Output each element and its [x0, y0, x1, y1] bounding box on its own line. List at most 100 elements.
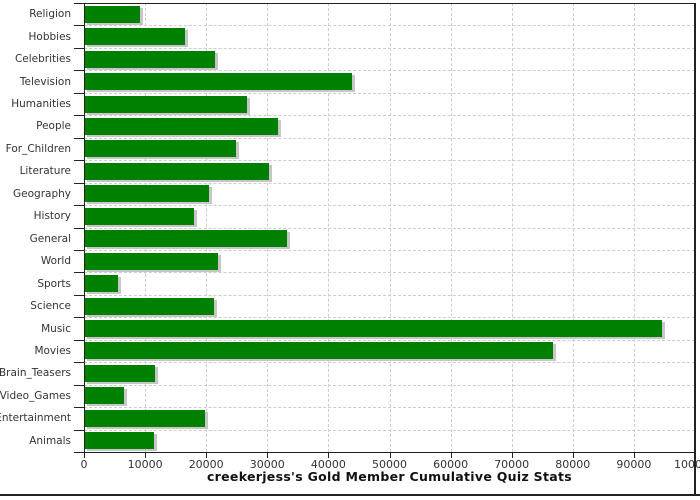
- bar-world: [84, 252, 219, 270]
- x-tick-label-50000: 50000: [372, 458, 407, 471]
- gridline-horizontal: [84, 362, 695, 364]
- bar-sports: [84, 275, 119, 293]
- x-tick-label-70000: 70000: [494, 458, 530, 471]
- x-axis-tick: [572, 452, 574, 458]
- bar-television: [84, 73, 352, 91]
- gridline-horizontal: [84, 272, 695, 274]
- gridline-horizontal: [84, 25, 695, 27]
- x-axis-tick: [633, 452, 635, 458]
- gridline-horizontal: [84, 115, 695, 117]
- x-tick-label-30000: 30000: [249, 458, 285, 471]
- y-axis-tick: [74, 272, 84, 274]
- bar-celebrities: [84, 50, 216, 68]
- y-axis-tick: [74, 205, 84, 207]
- category-label-geography: Geography: [13, 187, 71, 200]
- bar-geography: [84, 185, 210, 203]
- y-axis-line: [84, 3, 85, 452]
- y-axis-tick: [74, 249, 84, 251]
- category-label-television: Television: [19, 75, 71, 88]
- x-axis-tick: [695, 452, 696, 458]
- gridline-horizontal: [84, 182, 695, 184]
- gridline-horizontal: [84, 70, 695, 72]
- x-axis-tick: [511, 452, 513, 458]
- x-tick-label-80000: 80000: [555, 458, 591, 471]
- frame-right-border: [694, 3, 696, 496]
- bar-hobbies: [84, 28, 186, 46]
- bar-general: [84, 230, 287, 248]
- bar-video-games: [84, 387, 124, 405]
- gridline-horizontal: [84, 429, 695, 431]
- category-label-people: People: [36, 120, 71, 133]
- y-axis-tick: [74, 452, 84, 453]
- x-tick-label-60000: 60000: [433, 458, 469, 471]
- y-axis-tick: [74, 317, 84, 319]
- gridline-horizontal: [84, 92, 695, 94]
- y-axis-tick: [74, 339, 84, 341]
- x-axis-tick: [389, 452, 391, 458]
- y-axis-tick: [74, 137, 84, 139]
- gridline-horizontal: [84, 339, 695, 341]
- category-label-animals: Animals: [29, 434, 71, 447]
- bar-humanities: [84, 95, 248, 113]
- gridline-horizontal: [84, 407, 695, 409]
- category-label-humanities: Humanities: [11, 98, 71, 111]
- y-axis-tick: [74, 160, 84, 162]
- category-label-world: World: [40, 255, 71, 268]
- y-axis-tick: [74, 362, 84, 364]
- category-label-religion: Religion: [29, 8, 71, 21]
- category-label-brain-teasers: Brain_Teasers: [0, 367, 71, 380]
- bar-science: [84, 297, 215, 315]
- y-axis-tick: [74, 70, 84, 72]
- frame-bottom-border: [0, 494, 700, 496]
- y-axis-tick: [74, 92, 84, 94]
- chart-title: creekerjess's Gold Member Cumulative Qui…: [206, 469, 573, 484]
- bar-literature: [84, 162, 270, 180]
- category-label-music: Music: [41, 322, 71, 335]
- x-axis-line: [84, 452, 696, 453]
- category-label-movies: Movies: [34, 344, 71, 357]
- y-axis-tick: [74, 429, 84, 431]
- bar-people: [84, 117, 279, 135]
- x-axis-tick: [267, 452, 269, 458]
- bar-music: [84, 320, 662, 338]
- gridline-horizontal: [84, 205, 695, 207]
- y-axis-tick: [74, 25, 84, 27]
- y-axis-tick: [74, 407, 84, 409]
- category-label-history: History: [33, 210, 71, 223]
- category-label-literature: Literature: [19, 165, 71, 178]
- x-tick-label-10000: 10000: [127, 458, 163, 471]
- x-tick-label-90000: 90000: [616, 458, 652, 471]
- category-label-hobbies: Hobbies: [28, 30, 72, 43]
- bar-history: [84, 207, 194, 225]
- x-axis-tick: [145, 452, 147, 458]
- plot-top-border: [84, 3, 696, 4]
- bar-animals: [84, 432, 155, 450]
- bar-movies: [84, 342, 554, 360]
- y-axis-tick: [74, 3, 84, 4]
- category-label-video-games: Video_Games: [0, 389, 71, 402]
- gridline-horizontal: [84, 249, 695, 251]
- gridline-horizontal: [84, 160, 695, 162]
- category-label-general: General: [29, 232, 71, 245]
- x-tick-label-20000: 20000: [188, 458, 224, 471]
- x-axis-tick: [328, 452, 330, 458]
- x-axis-tick: [450, 452, 452, 458]
- bar-religion: [84, 5, 141, 23]
- category-label-for-children: For_Children: [5, 142, 71, 155]
- category-label-celebrities: Celebrities: [14, 53, 71, 66]
- gridline-horizontal: [84, 137, 695, 139]
- x-tick-label-40000: 40000: [310, 458, 346, 471]
- bar-brain-teasers: [84, 364, 155, 382]
- gridline-horizontal: [84, 294, 695, 296]
- category-label-science: Science: [30, 300, 71, 313]
- y-axis-tick: [74, 182, 84, 184]
- plot-area: [84, 3, 695, 452]
- gridline-horizontal: [84, 317, 695, 319]
- x-axis-tick: [84, 452, 85, 458]
- category-label-entertainment: Entertainment: [0, 412, 71, 425]
- gridline-horizontal: [84, 47, 695, 49]
- bar-for-children: [84, 140, 237, 158]
- y-axis-tick: [74, 294, 84, 296]
- category-label-sports: Sports: [37, 277, 71, 290]
